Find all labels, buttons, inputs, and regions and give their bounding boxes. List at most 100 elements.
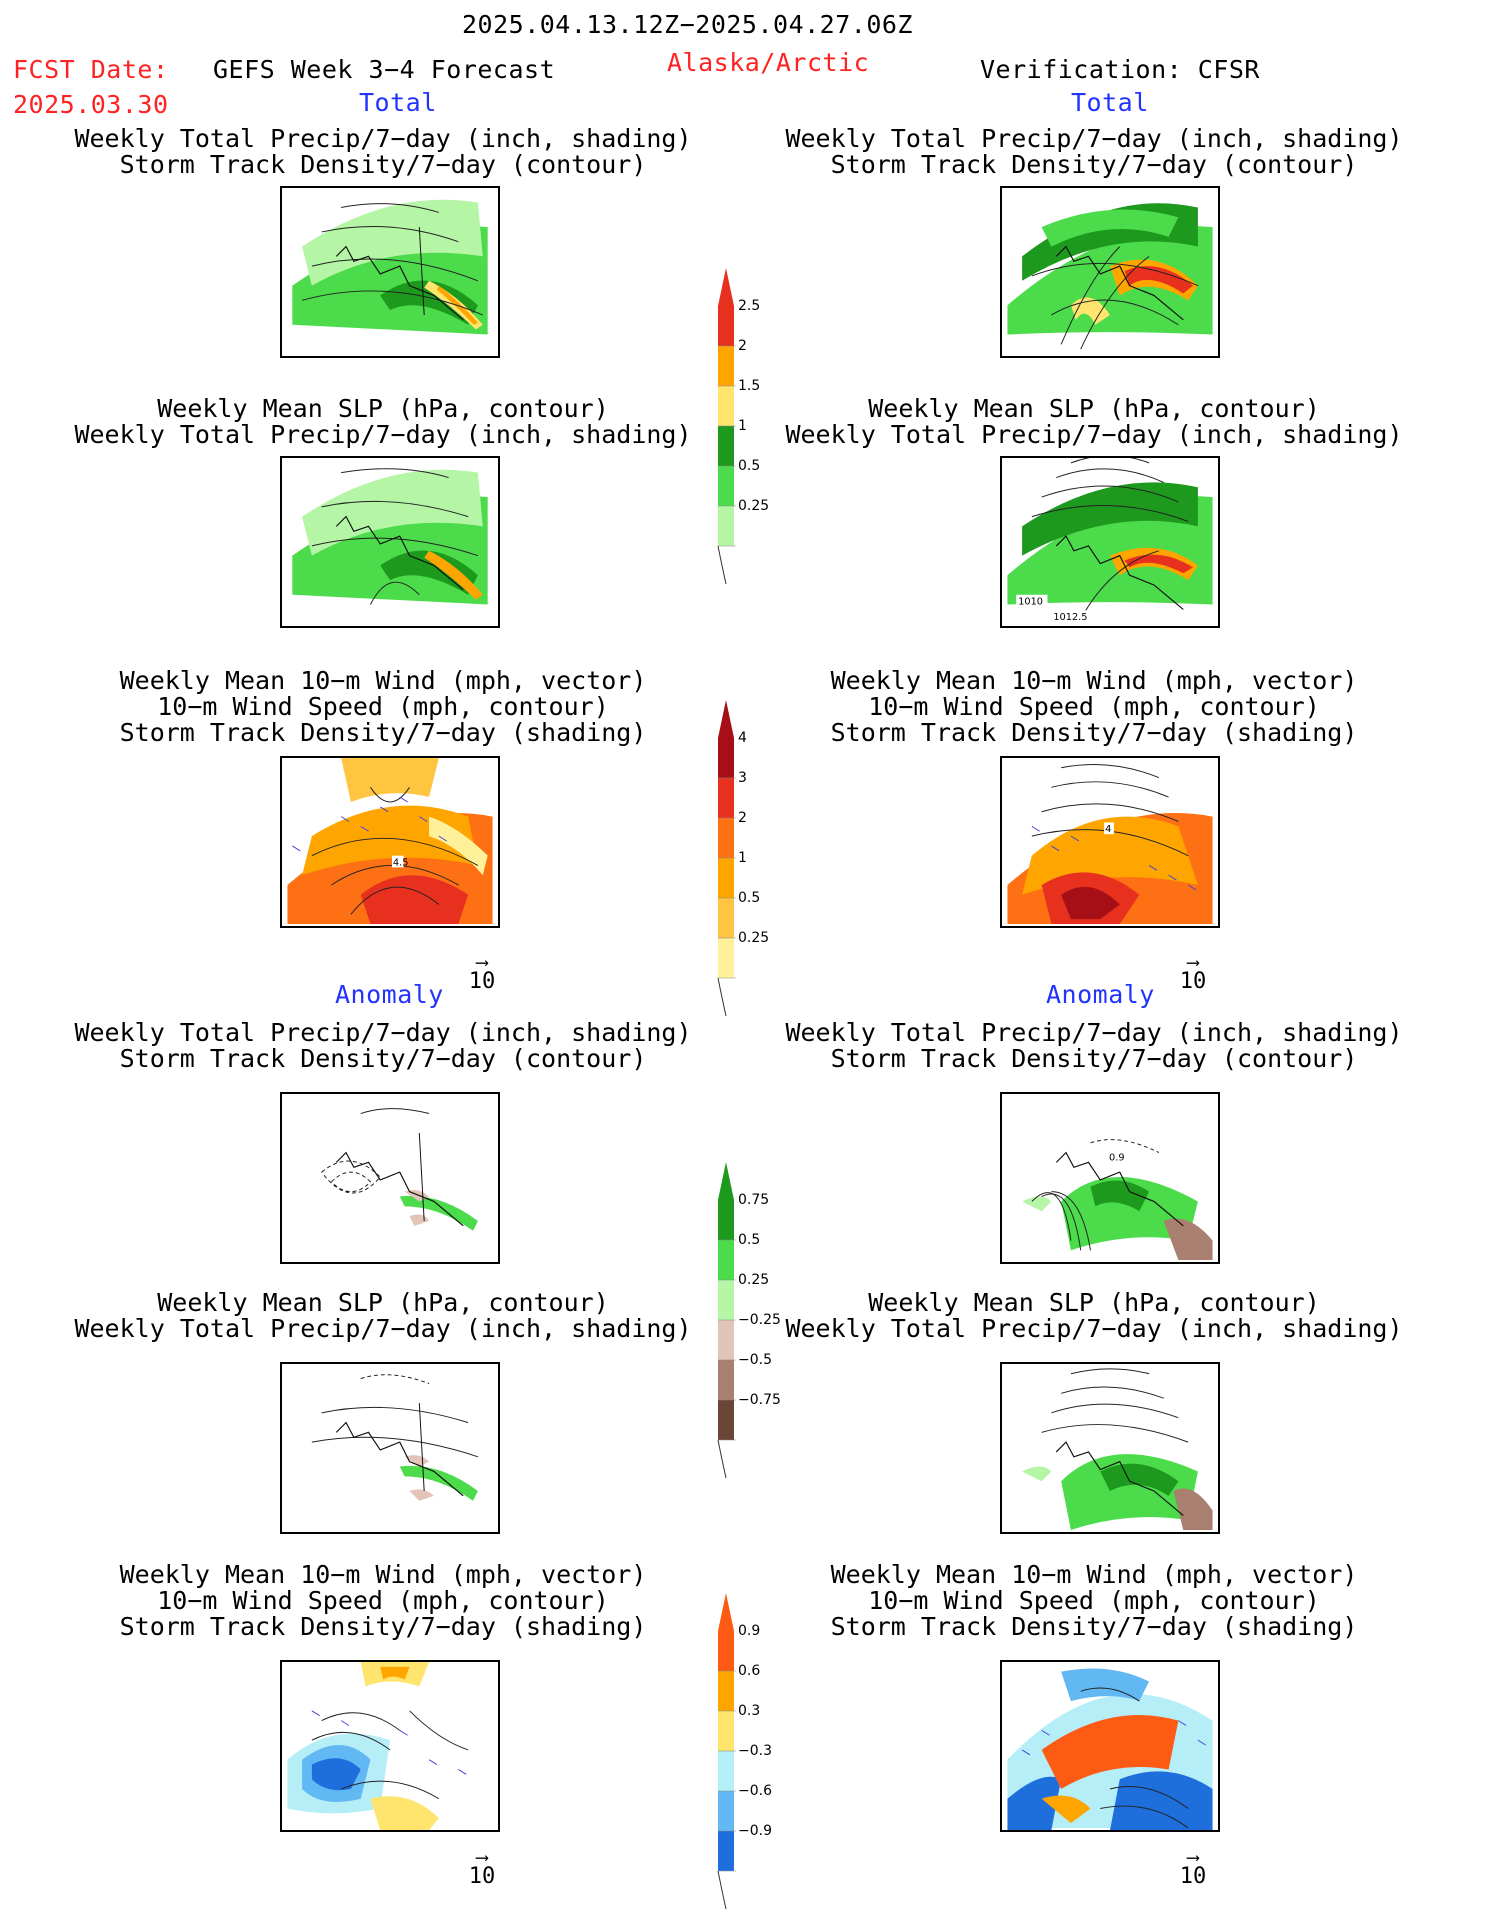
map-slp-precip-anom-verification (1000, 1362, 1220, 1534)
colorbar-box (718, 1320, 734, 1360)
map-label-slp-2: 1012.5 (1053, 612, 1087, 623)
map-wind-storm-total-verification: 4 (1000, 756, 1220, 928)
panel-title-slp-anom-left: Weekly Mean SLP (hPa, contour) Weekly To… (74, 1288, 692, 1343)
colorbar-label: −0.6 (738, 1783, 772, 1799)
colorbar-label: 0.25 (738, 1272, 769, 1288)
map-precip-storm-anom-verification: 0.9 (1000, 1092, 1220, 1264)
arrow-right-icon: ⟶ (1187, 1847, 1199, 1868)
colorbar-storm-total: 4 3 2 1 0.5 0.25 (717, 700, 808, 1018)
colorbar-precip-total: 2.5 2 1.5 1 0.5 0.25 (717, 268, 808, 586)
colorbar-box (718, 346, 734, 386)
panel-title-precip-total-right: Weekly Total Precip/7−day (inch, shading… (785, 124, 1403, 179)
colorbar-box (718, 386, 734, 426)
colorbar-label: 3 (738, 770, 747, 786)
section-total-right: Total (1071, 88, 1149, 117)
map-label-slp-1: 1010 (1018, 597, 1043, 608)
colorbar-tail (717, 1870, 727, 1910)
colorbar-box (718, 818, 734, 858)
colorbar-label: 1.5 (738, 378, 760, 394)
arrow-right-icon: ⟶ (476, 1847, 488, 1868)
colorbar-label: −0.3 (738, 1743, 772, 1759)
colorbar-box (718, 426, 734, 466)
map-label-wind-2: 4 (1105, 824, 1111, 835)
colorbar-label: 2 (738, 810, 747, 826)
colorbar-label: 0.75 (738, 1192, 769, 1208)
map-wind-storm-anom-forecast (280, 1660, 500, 1832)
panel-title-wind-total-left: Weekly Mean 10−m Wind (mph, vector) 10−m… (119, 666, 647, 747)
colorbar-storm-anom: 0.9 0.6 0.3 −0.3 −0.6 −0.9 (717, 1593, 808, 1911)
colorbar-box (718, 306, 734, 346)
date-range: 2025.04.13.12Z−2025.04.27.06Z (462, 10, 913, 39)
panel-title-slp-total-right: Weekly Mean SLP (hPa, contour) Weekly To… (785, 394, 1403, 449)
panel-title-slp-total-left: Weekly Mean SLP (hPa, contour) Weekly To… (74, 394, 692, 449)
panel-title-precip-anom-right: Weekly Total Precip/7−day (inch, shading… (785, 1018, 1403, 1073)
colorbar-box (718, 938, 734, 978)
panel-title-wind-anom-left: Weekly Mean 10−m Wind (mph, vector) 10−m… (119, 1560, 647, 1641)
vector-ref-label: 10 (1179, 1864, 1207, 1889)
map-slp-precip-total-verification: 1010 1012.5 (1000, 456, 1220, 628)
panel-title-precip-anom-left: Weekly Total Precip/7−day (inch, shading… (74, 1018, 692, 1073)
fcst-date-value: 2025.03.30 (13, 90, 169, 119)
colorbar-triangle-top (718, 1593, 734, 1631)
vector-ref-label: 10 (468, 969, 496, 994)
vector-ref-label: 10 (468, 1864, 496, 1889)
colorbar-box (718, 1751, 734, 1791)
arrow-right-icon: ⟶ (1187, 952, 1199, 973)
colorbar-box (718, 1831, 734, 1871)
colorbar-box (718, 506, 734, 546)
colorbar-box (718, 466, 734, 506)
map-wind-storm-total-forecast: 4.5 (280, 756, 500, 928)
colorbar-label: 0.25 (738, 498, 769, 514)
colorbar-label: 0.5 (738, 458, 760, 474)
colorbar-label: 0.9 (738, 1623, 760, 1639)
colorbar-label: −0.75 (738, 1392, 781, 1408)
colorbar-triangle-top (718, 268, 734, 306)
colorbar-box (718, 1711, 734, 1751)
colorbar-tail (717, 977, 727, 1017)
map-wind-storm-anom-verification (1000, 1660, 1220, 1832)
colorbar-box (718, 1200, 734, 1240)
colorbar-box (718, 1631, 734, 1671)
section-anomaly-right: Anomaly (1046, 980, 1155, 1009)
vector-ref-label: 10 (1179, 969, 1207, 994)
colorbar-box (718, 1280, 734, 1320)
arrow-right-icon: ⟶ (476, 952, 488, 973)
colorbar-triangle-top (718, 700, 734, 738)
vector-ref-total-right: ⟶ 10 (1173, 952, 1213, 995)
colorbar-label: 1 (738, 850, 747, 866)
colorbar-label: 0.6 (738, 1663, 760, 1679)
vector-ref-anom-left: ⟶ 10 (462, 1847, 502, 1890)
colorbar-label: 1 (738, 418, 747, 434)
map-label-anom-1: 0.9 (1109, 1152, 1125, 1163)
colorbar-box (718, 738, 734, 778)
colorbar-label: 0.25 (738, 930, 769, 946)
panel-title-slp-anom-right: Weekly Mean SLP (hPa, contour) Weekly To… (785, 1288, 1403, 1343)
colorbar-label: 0.5 (738, 1232, 760, 1248)
colorbar-label: −0.5 (738, 1352, 772, 1368)
panel-title-wind-total-right: Weekly Mean 10−m Wind (mph, vector) 10−m… (830, 666, 1358, 747)
section-anomaly-left: Anomaly (335, 980, 444, 1009)
colorbar-box (718, 778, 734, 818)
verification-label: Verification: CFSR (980, 55, 1260, 84)
model-title: GEFS Week 3−4 Forecast (213, 55, 556, 84)
colorbar-triangle-top (718, 1162, 734, 1200)
colorbar-tail (717, 1439, 727, 1479)
colorbar-label: 2 (738, 338, 747, 354)
map-slp-precip-anom-forecast (280, 1362, 500, 1534)
fcst-date-label: FCST Date: (13, 55, 169, 84)
map-precip-storm-total-forecast (280, 186, 500, 358)
colorbar-box (718, 1360, 734, 1400)
colorbar-label: 4 (738, 730, 747, 746)
panel-title-precip-total-left: Weekly Total Precip/7−day (inch, shading… (74, 124, 692, 179)
colorbar-box (718, 858, 734, 898)
colorbar-tail (717, 545, 727, 585)
colorbar-box (718, 1791, 734, 1831)
region-label: Alaska/Arctic (667, 48, 870, 77)
map-slp-precip-total-forecast (280, 456, 500, 628)
map-label-wind-1: 4.5 (393, 857, 409, 868)
vector-ref-total-left: ⟶ 10 (462, 952, 502, 995)
colorbar-label: 0.5 (738, 890, 760, 906)
panel-title-wind-anom-right: Weekly Mean 10−m Wind (mph, vector) 10−m… (830, 1560, 1358, 1641)
colorbar-box (718, 1240, 734, 1280)
map-precip-storm-total-verification (1000, 186, 1220, 358)
